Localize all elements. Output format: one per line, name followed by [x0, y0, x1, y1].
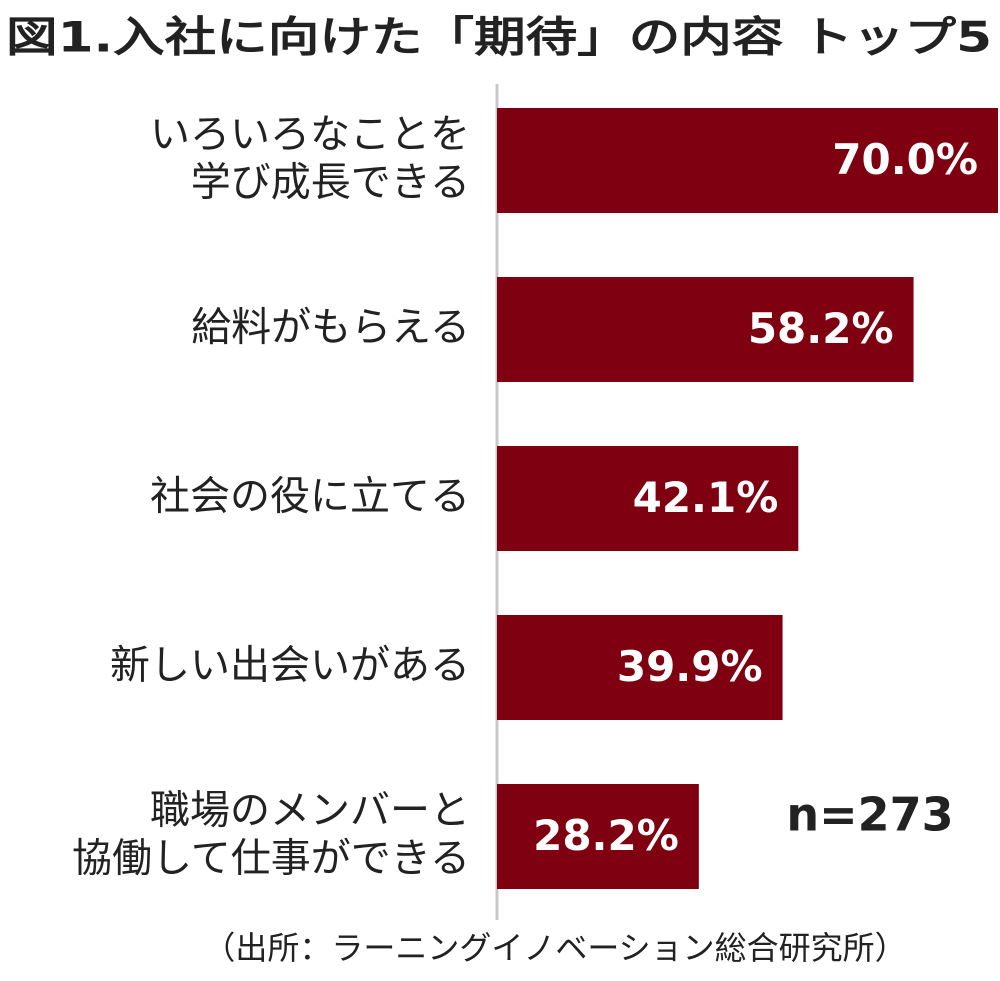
value-label: 58.2%: [748, 304, 894, 353]
bar: [497, 446, 799, 551]
category-label: 職場のメンバーと: [150, 788, 470, 834]
value-label: 28.2%: [533, 811, 679, 860]
bar: [497, 615, 783, 720]
annotation: n=273: [786, 788, 953, 842]
value-label: 39.9%: [617, 642, 763, 691]
source: （出所：ラーニングイノベーション総合研究所）: [203, 929, 906, 967]
category-label: 給料がもらえる: [191, 305, 470, 351]
bar: [497, 784, 699, 889]
chart-title: 図1.入社に向けた「期待」の内容 トップ5: [6, 13, 992, 62]
category-label: いろいろなことを: [150, 112, 470, 158]
value-label: 42.1%: [633, 473, 779, 522]
bar: [497, 277, 914, 382]
category-label: 社会の役に立てる: [150, 474, 470, 520]
category-label: 学び成長できる: [191, 160, 470, 206]
value-label: 70.0%: [832, 135, 978, 184]
bar: [497, 108, 998, 213]
category-label: 新しい出会いがある: [110, 643, 470, 689]
category-label: 協働して仕事ができる: [72, 836, 470, 882]
